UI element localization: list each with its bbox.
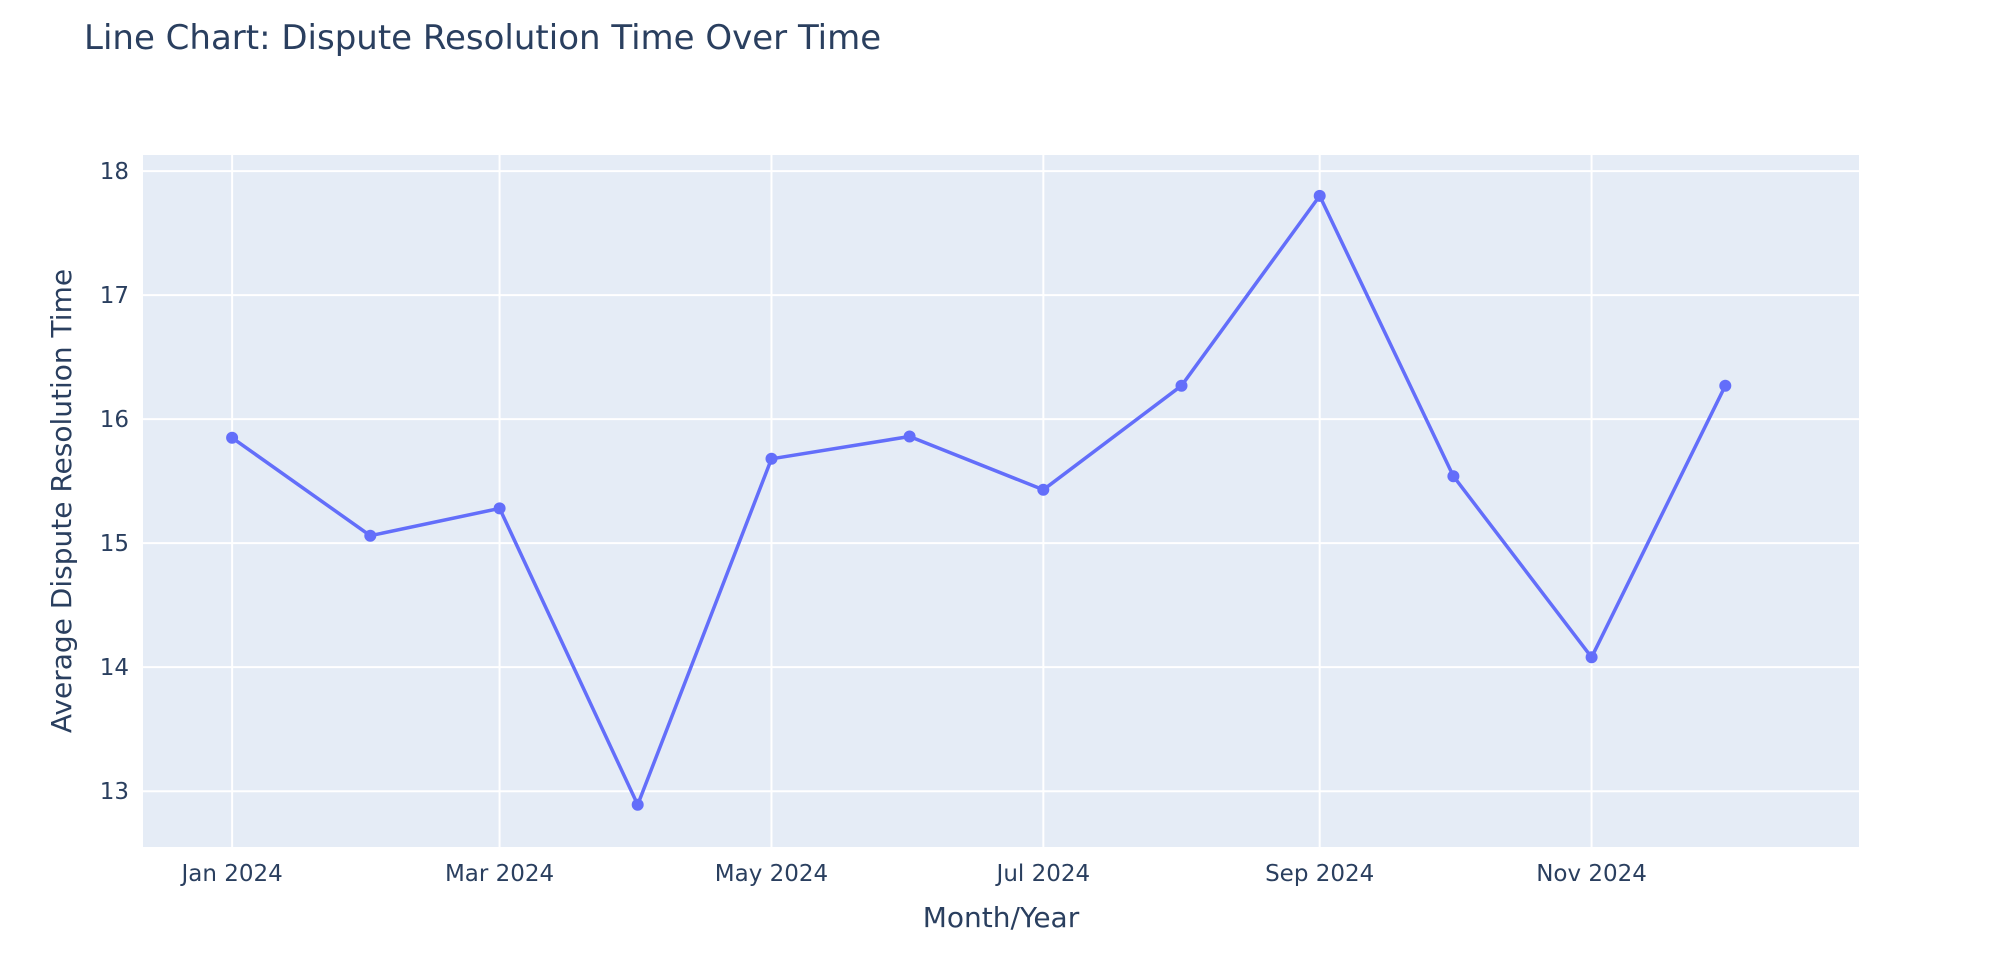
data-point [364,529,377,542]
y-tick-label: 18 [100,159,129,185]
plot-area [143,155,1859,847]
x-tick-label: Jan 2024 [179,861,282,887]
y-tick-label: 14 [100,655,129,681]
data-point [1037,483,1050,496]
data-point [903,430,916,443]
y-axis-title: Average Dispute Resolution Time [45,269,78,733]
x-tick-label: Sep 2024 [1265,861,1374,887]
x-tick-label: May 2024 [715,861,828,887]
data-point [226,431,239,444]
y-tick-label: 16 [100,407,129,433]
data-point [1175,379,1188,392]
series-line [231,194,1727,807]
y-tick-label: 17 [100,283,129,309]
data-point [1447,470,1460,483]
x-axis-title: Month/Year [923,901,1080,934]
chart-title: Line Chart: Dispute Resolution Time Over… [84,18,882,58]
series-layer [226,189,1732,811]
data-point [631,798,644,811]
data-point [1719,379,1732,392]
x-tick-label: Mar 2024 [445,861,554,887]
x-axis-ticks: Jan 2024 Mar 2024 May 2024 Jul 2024 Sep 2024… [179,861,1646,887]
y-tick-label: 15 [100,531,129,557]
data-point [1585,651,1598,664]
y-gridlines [143,170,1859,793]
y-tick-label: 13 [100,779,129,805]
data-point [765,452,778,465]
data-point [493,502,506,515]
x-tick-label: Jul 2024 [995,861,1091,887]
y-axis-ticks: 13 14 15 16 17 18 [100,159,129,805]
data-point [1313,189,1326,202]
x-gridlines [231,155,1593,847]
x-tick-label: Nov 2024 [1536,861,1647,887]
